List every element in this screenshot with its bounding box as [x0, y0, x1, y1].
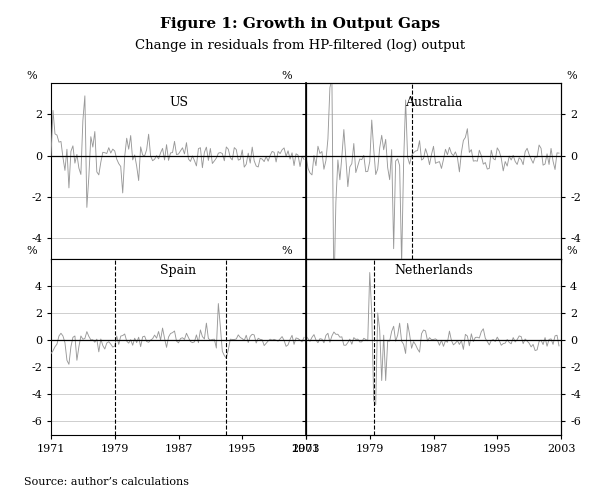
- Text: %: %: [281, 246, 292, 256]
- Text: Change in residuals from HP-filtered (log) output: Change in residuals from HP-filtered (lo…: [135, 39, 465, 52]
- Text: Figure 1: Growth in Output Gaps: Figure 1: Growth in Output Gaps: [160, 17, 440, 31]
- Text: %: %: [281, 71, 292, 81]
- Text: %: %: [26, 71, 37, 81]
- Text: Spain: Spain: [160, 264, 197, 277]
- Text: Australia: Australia: [405, 96, 462, 109]
- Text: US: US: [169, 96, 188, 109]
- Text: %: %: [566, 71, 577, 81]
- Text: %: %: [566, 246, 577, 256]
- Text: Netherlands: Netherlands: [394, 264, 473, 277]
- Text: %: %: [26, 246, 37, 256]
- Text: Source: author’s calculations: Source: author’s calculations: [24, 477, 189, 487]
